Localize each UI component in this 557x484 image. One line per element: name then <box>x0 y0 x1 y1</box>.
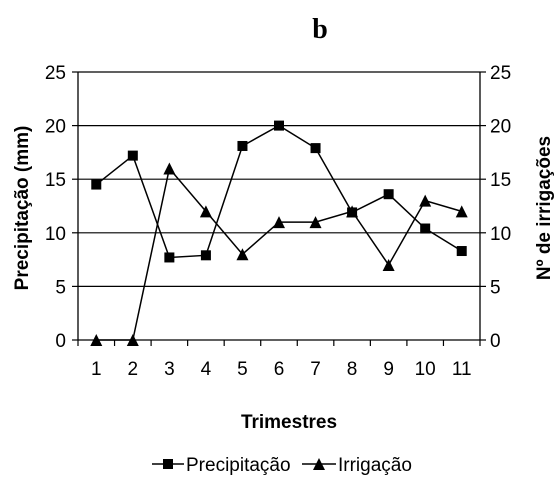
left-tick-label-25: 25 <box>45 63 66 84</box>
series <box>90 120 468 346</box>
point-precipitacao-10 <box>420 223 431 234</box>
right-tick-label-20: 20 <box>490 117 511 138</box>
point-precipitacao-2 <box>127 150 138 161</box>
point-irrigacao-9 <box>382 258 395 271</box>
point-irrigacao-11 <box>455 205 468 218</box>
point-irrigacao-1 <box>90 334 103 346</box>
x-axis-ticks: 1 2 3 4 5 6 7 8 9 10 11 <box>77 340 481 380</box>
legend: Precipitação Irrigação <box>152 455 412 476</box>
point-irrigacao-6 <box>273 216 285 229</box>
x-tick-label-1: 1 <box>91 359 102 380</box>
legend-label-irrigacao: Irrigação <box>338 455 412 476</box>
point-precipitacao-5 <box>237 140 248 151</box>
point-irrigacao-5 <box>236 248 249 261</box>
axes <box>77 72 481 341</box>
point-irrigacao-8 <box>346 205 359 218</box>
left-axis-ticks: 0 5 10 15 20 25 <box>45 63 78 352</box>
series-irrigacao <box>90 162 468 346</box>
x-tick-label-6: 6 <box>274 359 285 380</box>
legend-marker-precipitacao <box>163 459 173 469</box>
left-tick-label-15: 15 <box>45 170 66 191</box>
legend-marker-irrigacao <box>313 458 325 470</box>
point-precipitacao-6 <box>274 120 284 131</box>
chart-title: b <box>312 14 328 45</box>
point-precipitacao-4 <box>200 250 211 261</box>
series-precipitacao <box>91 120 467 263</box>
right-tick-label-15: 15 <box>490 170 511 191</box>
x-tick-label-11: 11 <box>452 359 472 380</box>
right-tick-label-5: 5 <box>490 277 501 298</box>
x-tick-label-7: 7 <box>310 359 321 380</box>
point-irrigacao-10 <box>419 194 432 207</box>
point-precipitacao-1 <box>91 179 102 190</box>
point-irrigacao-3 <box>163 162 176 175</box>
x-tick-label-8: 8 <box>347 359 358 380</box>
point-irrigacao-4 <box>199 205 212 218</box>
y-axis-left-title: Precipitação (mm) <box>12 126 33 291</box>
point-precipitacao-3 <box>164 252 175 263</box>
right-tick-label-25: 25 <box>490 63 511 84</box>
point-precipitacao-11 <box>456 246 467 257</box>
left-tick-label-0: 0 <box>55 331 66 352</box>
series-line-precipitacao <box>95 124 463 259</box>
point-irrigacao-2 <box>126 334 139 346</box>
left-tick-label-10: 10 <box>45 224 66 245</box>
point-irrigacao-7 <box>309 216 322 229</box>
legend-label-precipitacao: Precipitação <box>186 455 291 476</box>
series-line-irrigacao <box>96 166 462 341</box>
x-tick-label-9: 9 <box>383 359 394 380</box>
x-tick-label-4: 4 <box>201 359 212 380</box>
x-axis-title: Trimestres <box>241 412 337 433</box>
right-axis-ticks: 0 5 10 15 20 25 <box>480 63 511 352</box>
left-tick-label-20: 20 <box>45 117 66 138</box>
right-tick-label-10: 10 <box>490 224 511 245</box>
x-tick-label-3: 3 <box>164 359 175 380</box>
x-tick-label-10: 10 <box>415 359 436 380</box>
gridlines <box>78 71 480 287</box>
x-tick-label-5: 5 <box>237 359 248 380</box>
point-precipitacao-7 <box>310 143 321 154</box>
y-axis-right-title: Nº de irrigações <box>534 136 555 280</box>
left-tick-label-5: 5 <box>55 277 66 298</box>
x-tick-label-2: 2 <box>128 359 139 380</box>
right-tick-label-0: 0 <box>490 331 501 352</box>
point-precipitacao-9 <box>383 189 394 200</box>
